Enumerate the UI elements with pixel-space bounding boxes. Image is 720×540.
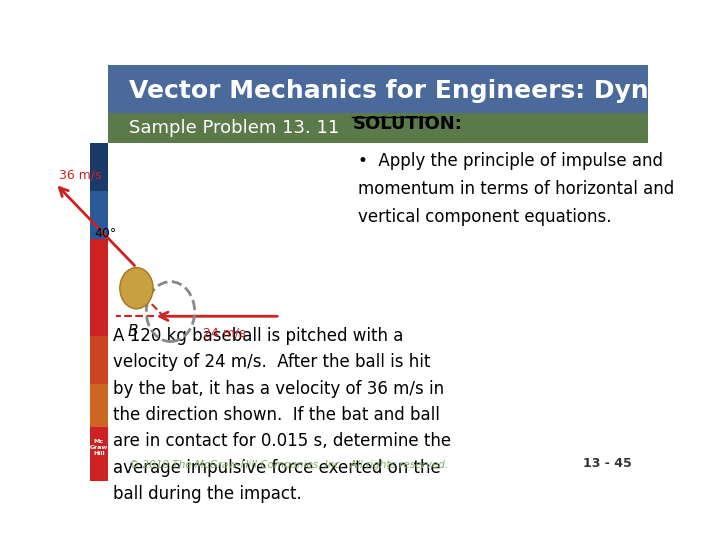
Bar [108,65,648,113]
Text: Mc
Graw
Hill: Mc Graw Hill [90,439,108,456]
Bar [108,113,648,143]
Text: Vector Mechanics for Engineers: Dynamics: Vector Mechanics for Engineers: Dynamics [129,79,720,103]
Bar [90,384,108,433]
Text: 13 - 45: 13 - 45 [582,457,631,470]
Bar [90,433,108,481]
Bar [90,336,108,384]
Circle shape [120,268,153,309]
Text: A 120 kg baseball is pitched with a
velocity of 24 m/s.  After the ball is hit
b: A 120 kg baseball is pitched with a velo… [114,327,451,503]
Text: 40°: 40° [95,227,117,240]
Bar [108,143,648,464]
Text: 24 m/s: 24 m/s [203,327,246,340]
Bar [90,239,108,287]
Text: Sample Problem 13. 11: Sample Problem 13. 11 [129,119,339,137]
Text: B: B [127,324,138,339]
Text: 36 m/s: 36 m/s [59,168,102,181]
Text: •  Apply the principle of impulse and
momentum in terms of horizontal and
vertic: • Apply the principle of impulse and mom… [358,152,674,226]
Bar [90,191,108,239]
Text: © 2010 The McGraw-Hill Companies, Inc.  All rights reserved.: © 2010 The McGraw-Hill Companies, Inc. A… [129,460,448,470]
Text: SOLUTION:: SOLUTION: [352,114,462,133]
Bar [90,287,108,336]
Bar [90,143,108,191]
Bar [90,427,108,481]
Text: Ninth
Edition: Ninth Edition [93,116,106,140]
